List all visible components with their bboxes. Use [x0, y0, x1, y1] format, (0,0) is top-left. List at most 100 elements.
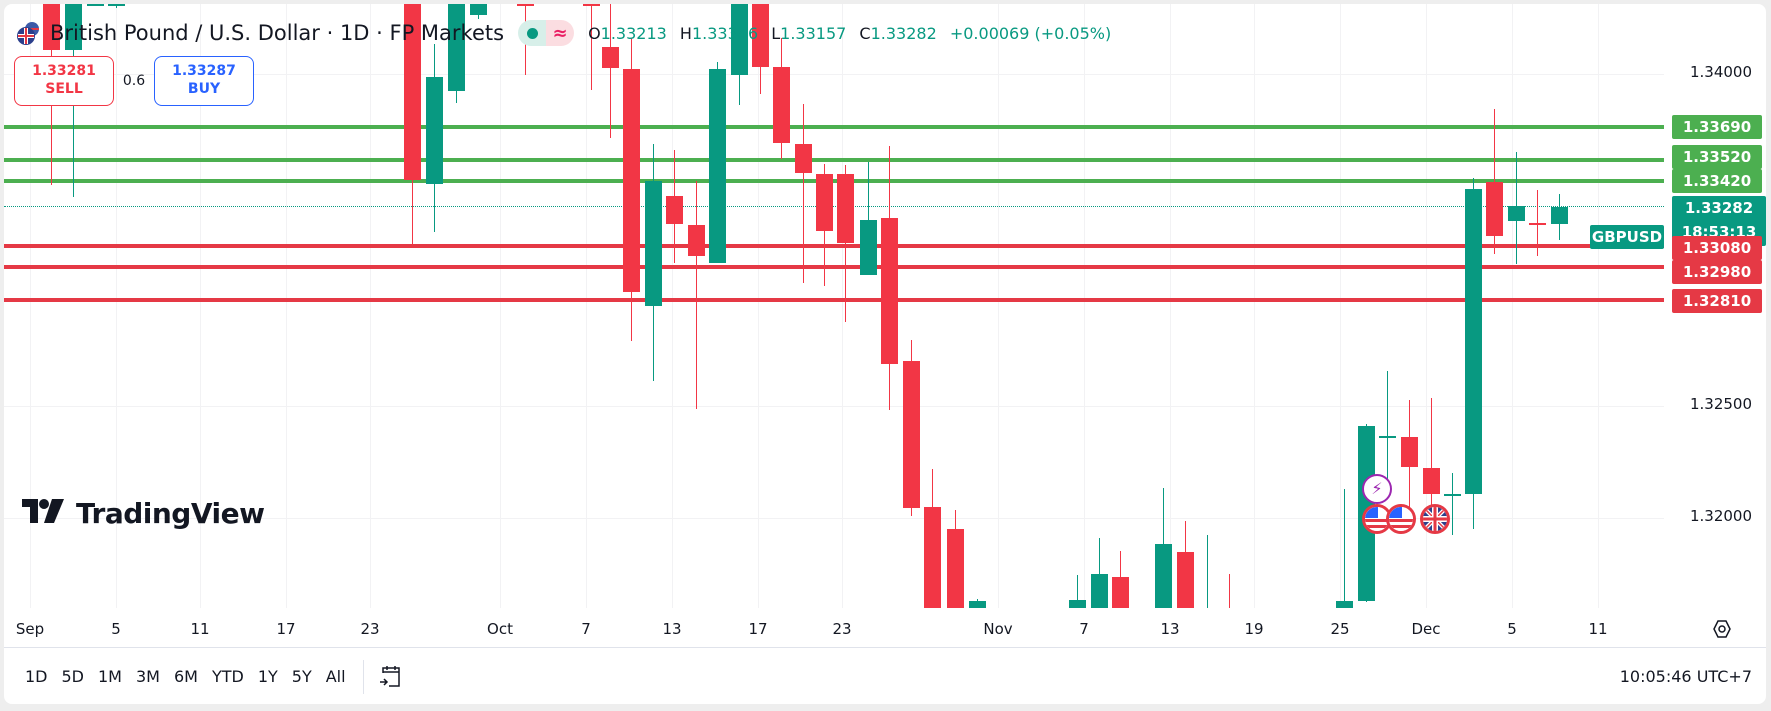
status-pill[interactable]: ≈ — [518, 20, 575, 46]
resistance-line[interactable] — [4, 158, 1664, 162]
time-label: 25 — [1330, 620, 1350, 638]
grid-line — [1598, 4, 1599, 608]
time-axis[interactable]: Sep 5 11 17 23 Oct 7 13 17 23 Nov 7 13 1… — [4, 608, 1766, 648]
low-value: 1.33157 — [780, 23, 847, 43]
toolbar-divider — [362, 659, 364, 694]
range-6m-button[interactable]: 6M — [173, 667, 198, 686]
time-label: Nov — [983, 620, 1013, 638]
grid-line — [370, 4, 371, 608]
chart-pane[interactable]: British Pound / U.S. Dollar · 1D · FP Ma… — [4, 4, 1664, 608]
resistance-line[interactable] — [4, 179, 1664, 183]
support-label: 1.32980 — [1672, 260, 1762, 284]
change-value: +0.00069 (+0.05%) — [949, 23, 1112, 43]
calendar-goto-icon[interactable] — [374, 661, 406, 693]
grid-line — [4, 406, 1664, 407]
gbp-usd-flag-icon — [16, 20, 42, 46]
grid-line — [30, 4, 31, 608]
event-lightning-icon[interactable]: ⚡ — [1362, 474, 1392, 504]
range-ytd-button[interactable]: YTD — [211, 667, 244, 686]
range-5y-button[interactable]: 5Y — [291, 667, 312, 686]
grid-line — [1254, 4, 1255, 608]
support-line[interactable] — [4, 244, 1664, 248]
current-price-box: 1.33282 18:53:13 — [1672, 196, 1766, 246]
open-value: 1.33213 — [600, 23, 667, 43]
chart-frame: British Pound / U.S. Dollar · 1D · FP Ma… — [4, 4, 1766, 704]
resistance-label: 1.33690 — [1672, 115, 1762, 139]
spread-value: 0.6 — [122, 73, 146, 89]
buy-price: 1.33287 — [172, 63, 236, 79]
grid-line — [842, 4, 843, 608]
price-tick: 1.32000 — [1689, 507, 1752, 525]
time-label: 17 — [748, 620, 768, 638]
support-line[interactable] — [4, 265, 1664, 269]
high-value: 1.33346 — [691, 23, 759, 43]
grid-line — [672, 4, 673, 608]
tradingview-logo[interactable]: TradingView — [22, 496, 265, 531]
sell-label: SELL — [45, 81, 83, 97]
grid-line — [286, 4, 287, 608]
time-label: 23 — [832, 620, 852, 638]
buy-button[interactable]: 1.33287 BUY — [154, 56, 254, 106]
chart-settings-icon[interactable] — [1711, 618, 1733, 640]
grid-line — [1426, 4, 1427, 608]
us-event-flag-icon[interactable] — [1386, 504, 1416, 534]
symbol-title[interactable]: British Pound / U.S. Dollar · 1D · FP Ma… — [50, 21, 505, 45]
time-label: Sep — [15, 620, 45, 638]
chart-legend: British Pound / U.S. Dollar · 1D · FP Ma… — [16, 18, 1119, 48]
time-label: 5 — [1507, 620, 1517, 638]
time-label: 13 — [662, 620, 682, 638]
delayed-data-approx-icon: ≈ — [546, 20, 575, 46]
range-1m-button[interactable]: 1M — [98, 667, 122, 686]
grid-line — [1340, 4, 1341, 608]
time-label: Oct — [487, 620, 513, 638]
current-price: 1.33282 — [1684, 199, 1754, 217]
time-label: 17 — [276, 620, 296, 638]
ohlc-values: O1.33213 H1.33346 L1.33157 C1.33282 +0.0… — [588, 23, 1112, 43]
time-label: 23 — [360, 620, 380, 638]
grid-line — [500, 4, 501, 608]
grid-line — [1084, 4, 1085, 608]
timezone-clock[interactable]: 10:05:46 UTC+7 — [1619, 667, 1752, 686]
support-label: 1.32810 — [1672, 289, 1762, 313]
price-tick: 1.32500 — [1689, 395, 1752, 413]
grid-line — [1512, 4, 1513, 608]
time-label: 5 — [111, 620, 121, 638]
sell-button[interactable]: 1.33281 SELL — [14, 56, 114, 106]
range-all-button[interactable]: All — [325, 667, 346, 686]
uk-event-flag-icon[interactable] — [1420, 504, 1450, 534]
trade-panel: 1.33281 SELL 0.6 1.33287 BUY — [14, 56, 254, 106]
grid-line — [1170, 4, 1171, 608]
close-value: 1.33282 — [870, 23, 937, 43]
grid-line — [116, 4, 117, 608]
support-line[interactable] — [4, 298, 1664, 302]
range-1y-button[interactable]: 1Y — [257, 667, 278, 686]
grid-line — [200, 4, 201, 608]
time-label: 11 — [1588, 620, 1608, 638]
resistance-label: 1.33520 — [1672, 145, 1762, 169]
current-price-line — [4, 206, 1664, 207]
bottom-toolbar: 1D 5D 1M 3M 6M YTD 1Y 5Y All 10:05:46 UT… — [4, 649, 1766, 704]
range-3m-button[interactable]: 3M — [135, 667, 160, 686]
symbol-tag: GBPUSD — [1590, 225, 1664, 249]
market-open-dot-icon — [518, 20, 547, 46]
range-1d-button[interactable]: 1D — [25, 667, 48, 686]
time-label: 7 — [1079, 620, 1089, 638]
tradingview-logo-icon — [22, 496, 64, 531]
grid-line — [4, 518, 1664, 519]
grid-line — [758, 4, 759, 608]
support-label: 1.33080 — [1672, 236, 1762, 260]
time-label: 19 — [1244, 620, 1264, 638]
grid-line — [4, 74, 1664, 75]
grid-line — [586, 4, 587, 608]
grid-line — [998, 4, 999, 608]
time-label: 13 — [1160, 620, 1180, 638]
range-5d-button[interactable]: 5D — [61, 667, 85, 686]
time-label: 7 — [581, 620, 591, 638]
logo-text: TradingView — [76, 497, 265, 530]
sell-price: 1.33281 — [32, 63, 96, 79]
price-tick: 1.34000 — [1689, 63, 1752, 81]
price-axis[interactable]: 1.34000 1.32500 1.32000 1.33690 1.33520 … — [1664, 4, 1766, 608]
resistance-label: 1.33420 — [1672, 169, 1762, 193]
resistance-line[interactable] — [4, 125, 1664, 129]
time-label: 11 — [190, 620, 210, 638]
